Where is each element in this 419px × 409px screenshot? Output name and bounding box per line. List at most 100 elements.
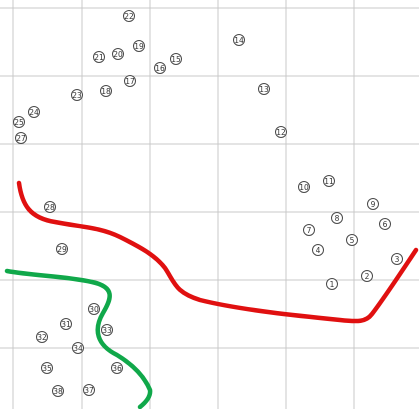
marker-label: 13 xyxy=(259,85,269,94)
marker-label: 34 xyxy=(73,344,83,353)
marker-label: 18 xyxy=(101,87,111,96)
marker-12[interactable]: 12 xyxy=(275,126,287,138)
marker-38[interactable]: 38 xyxy=(52,385,64,397)
marker-label: 27 xyxy=(16,134,26,143)
marker-circle xyxy=(28,106,40,118)
marker-8[interactable]: 8 xyxy=(331,212,343,224)
marker-33[interactable]: 33 xyxy=(101,324,113,336)
marker-circle xyxy=(298,181,310,193)
marker-label: 8 xyxy=(335,214,340,223)
marker-circle xyxy=(101,324,113,336)
marker-layer: 1234567891011121314151617181920212223242… xyxy=(13,10,403,397)
marker-circle xyxy=(379,218,391,230)
marker-circle xyxy=(391,253,403,265)
marker-label: 19 xyxy=(134,42,144,51)
marker-circle xyxy=(133,40,145,52)
marker-circle xyxy=(41,362,53,374)
marker-label: 4 xyxy=(316,246,321,255)
marker-36[interactable]: 36 xyxy=(111,362,123,374)
marker-circle xyxy=(112,48,124,60)
marker-circle xyxy=(123,10,135,22)
marker-13[interactable]: 13 xyxy=(258,83,270,95)
marker-circle xyxy=(312,244,324,256)
marker-label: 31 xyxy=(61,320,71,329)
marker-18[interactable]: 18 xyxy=(100,85,112,97)
marker-circle xyxy=(275,126,287,138)
marker-6[interactable]: 6 xyxy=(379,218,391,230)
marker-circle xyxy=(154,62,166,74)
marker-20[interactable]: 20 xyxy=(112,48,124,60)
marker-15[interactable]: 15 xyxy=(170,53,182,65)
marker-label: 12 xyxy=(276,128,286,137)
marker-circle xyxy=(100,85,112,97)
marker-circle xyxy=(93,51,105,63)
marker-circle xyxy=(88,303,100,315)
marker-label: 33 xyxy=(102,326,112,335)
marker-circle xyxy=(331,212,343,224)
marker-25[interactable]: 25 xyxy=(13,116,25,128)
marker-circle xyxy=(15,132,27,144)
marker-30[interactable]: 30 xyxy=(88,303,100,315)
marker-24[interactable]: 24 xyxy=(28,106,40,118)
marker-circle xyxy=(346,234,358,246)
marker-circle xyxy=(323,175,335,187)
marker-label: 38 xyxy=(53,387,63,396)
marker-label: 37 xyxy=(84,386,94,395)
marker-circle xyxy=(71,89,83,101)
marker-label: 6 xyxy=(383,220,388,229)
marker-1[interactable]: 1 xyxy=(326,278,338,290)
marker-circle xyxy=(124,75,136,87)
marker-label: 32 xyxy=(37,333,47,342)
marker-11[interactable]: 11 xyxy=(323,175,335,187)
marker-35[interactable]: 35 xyxy=(41,362,53,374)
marker-28[interactable]: 28 xyxy=(44,201,56,213)
marker-circle xyxy=(367,198,379,210)
marker-27[interactable]: 27 xyxy=(15,132,27,144)
marker-7[interactable]: 7 xyxy=(303,224,315,236)
marker-10[interactable]: 10 xyxy=(298,181,310,193)
marker-19[interactable]: 19 xyxy=(133,40,145,52)
marker-17[interactable]: 17 xyxy=(124,75,136,87)
marker-circle xyxy=(83,384,95,396)
marker-circle xyxy=(170,53,182,65)
marker-29[interactable]: 29 xyxy=(56,243,68,255)
marker-37[interactable]: 37 xyxy=(83,384,95,396)
marker-circle xyxy=(303,224,315,236)
marker-circle xyxy=(44,201,56,213)
marker-label: 29 xyxy=(57,245,67,254)
marker-circle xyxy=(52,385,64,397)
marker-4[interactable]: 4 xyxy=(312,244,324,256)
marker-label: 10 xyxy=(299,183,309,192)
marker-label: 1 xyxy=(330,280,335,289)
marker-2[interactable]: 2 xyxy=(361,270,373,282)
marker-14[interactable]: 14 xyxy=(233,34,245,46)
marker-22[interactable]: 22 xyxy=(123,10,135,22)
marker-31[interactable]: 31 xyxy=(60,318,72,330)
marker-circle xyxy=(111,362,123,374)
marker-16[interactable]: 16 xyxy=(154,62,166,74)
marker-5[interactable]: 5 xyxy=(346,234,358,246)
marker-34[interactable]: 34 xyxy=(72,342,84,354)
marker-3[interactable]: 3 xyxy=(391,253,403,265)
marker-9[interactable]: 9 xyxy=(367,198,379,210)
marker-circle xyxy=(13,116,25,128)
marker-label: 17 xyxy=(125,77,135,86)
marker-label: 14 xyxy=(234,36,244,45)
marker-label: 28 xyxy=(45,203,55,212)
marker-circle xyxy=(233,34,245,46)
marker-circle xyxy=(326,278,338,290)
marker-21[interactable]: 21 xyxy=(93,51,105,63)
marker-label: 7 xyxy=(307,226,312,235)
marker-label: 20 xyxy=(113,50,123,59)
marker-circle xyxy=(36,331,48,343)
marker-23[interactable]: 23 xyxy=(71,89,83,101)
marker-label: 23 xyxy=(72,91,82,100)
marker-label: 35 xyxy=(42,364,52,373)
marker-label: 36 xyxy=(112,364,122,373)
marker-32[interactable]: 32 xyxy=(36,331,48,343)
marker-label: 25 xyxy=(14,118,24,127)
marker-label: 15 xyxy=(171,55,181,64)
marker-circle xyxy=(72,342,84,354)
